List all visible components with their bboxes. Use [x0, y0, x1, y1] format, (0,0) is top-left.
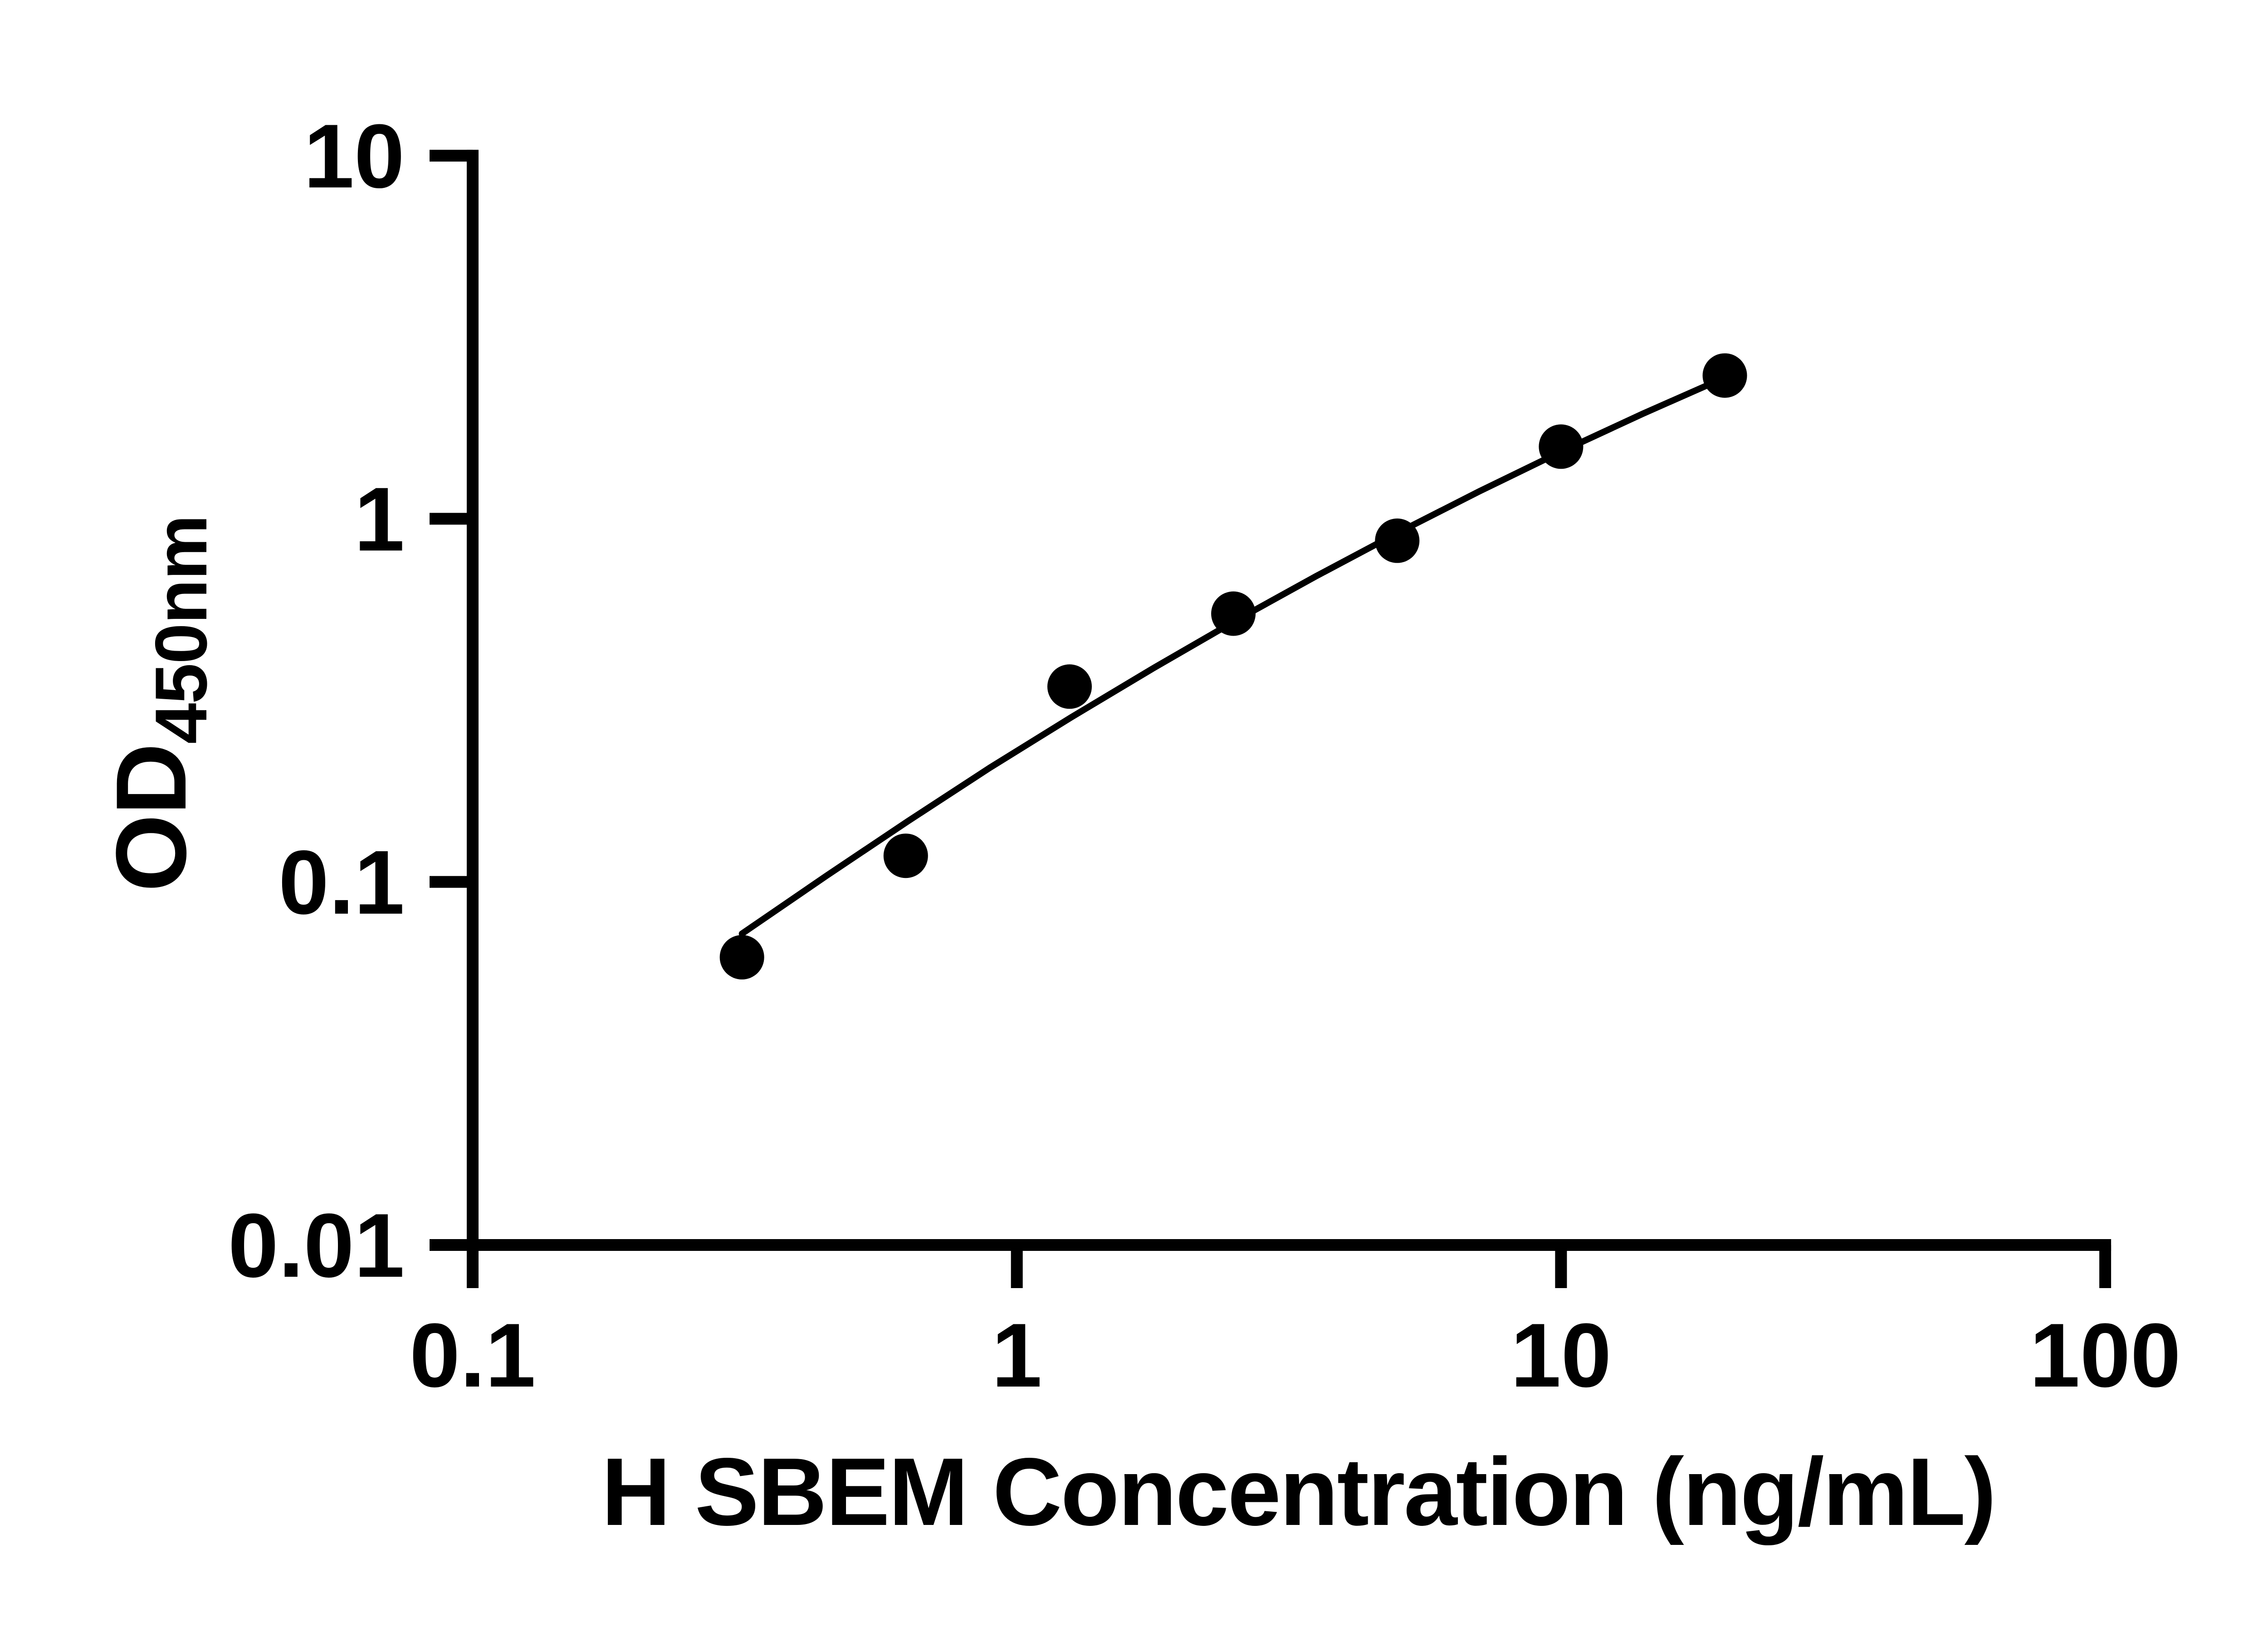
elisa-standard-curve-figure: 10 1 0.1 0.01 0.1 1 10 100 OD450nm H SBEM Conce…: [18, 7, 2268, 1630]
y-axis-title: OD450nm: [94, 515, 224, 892]
y-tick-label: 1: [354, 469, 405, 570]
data-point: [1375, 518, 1420, 563]
data-point: [883, 833, 928, 878]
y-tick-label: 0.1: [279, 832, 405, 933]
data-point: [1047, 664, 1092, 709]
data-point: [1211, 591, 1256, 636]
y-axis-title-main: OD: [95, 744, 207, 892]
x-tick-label: 0.1: [410, 1305, 536, 1406]
data-point: [1539, 424, 1584, 469]
x-tick-label: 100: [2029, 1305, 2181, 1406]
x-tick-label: 1: [992, 1305, 1042, 1406]
y-tick-label: 10: [304, 106, 405, 207]
y-axis-title-subscript: 450nm: [140, 515, 222, 744]
data-point: [719, 935, 764, 980]
x-tick-label: 10: [1510, 1305, 1611, 1406]
data-point: [1702, 353, 1747, 398]
y-tick-label: 0.01: [228, 1195, 405, 1296]
x-axis-title: H SBEM Concentration (ng/mL): [601, 1438, 1996, 1545]
